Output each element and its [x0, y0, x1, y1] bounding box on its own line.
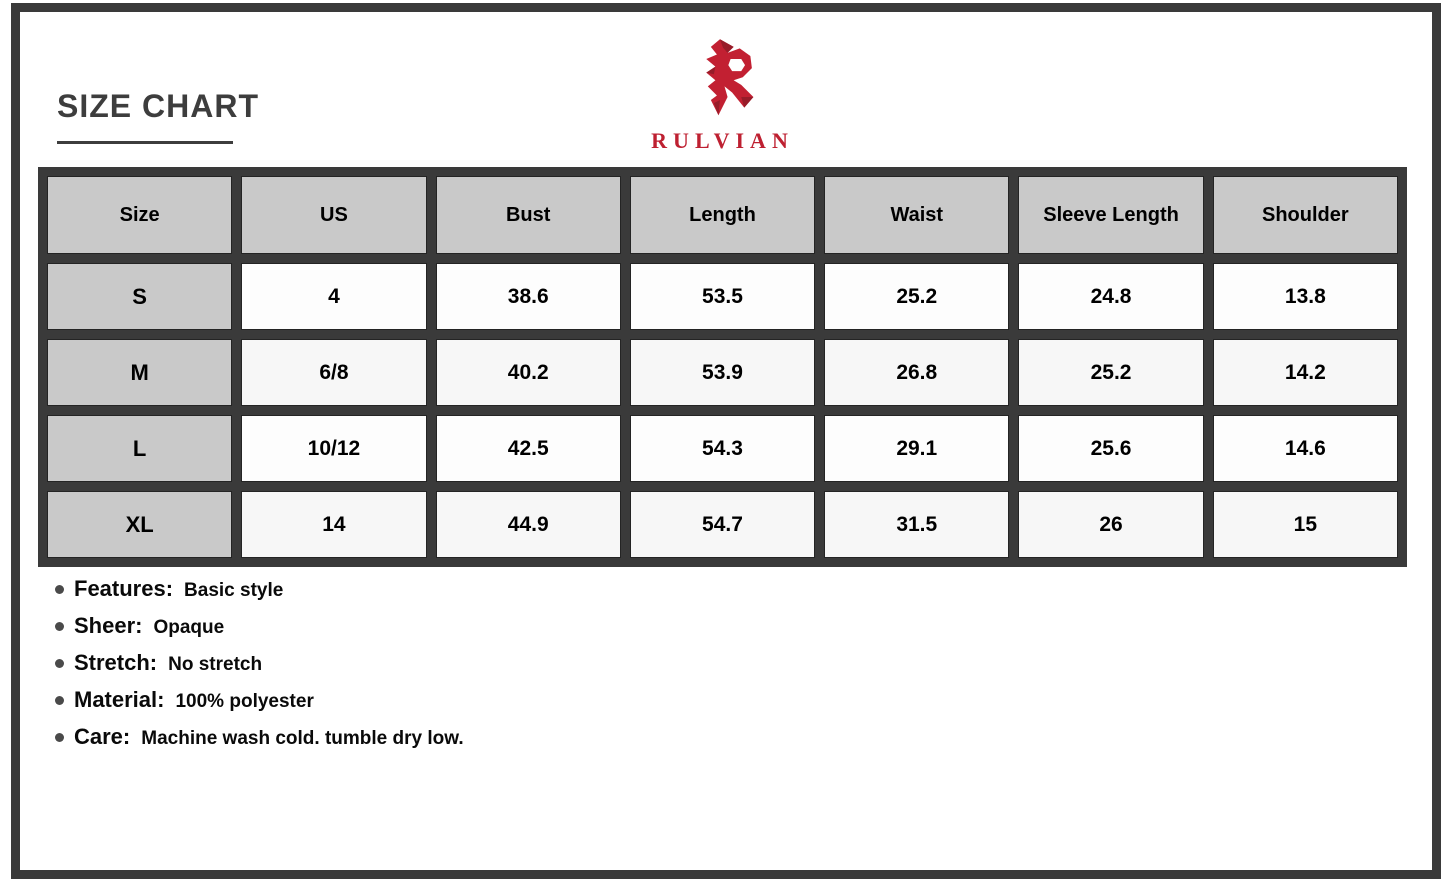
detail-value: Machine wash cold. tumble dry low.: [141, 728, 464, 749]
table-cell: 54.7: [629, 491, 816, 558]
table-cell: 42.5: [435, 415, 621, 482]
table-cell: 10/12: [241, 415, 427, 482]
brand-block: RULVIAN: [0, 32, 1445, 154]
detail-value: No stretch: [168, 654, 263, 675]
table-cell: 14: [241, 491, 427, 558]
size-chart-table: Size US Bust Length Waist Sleeve Length …: [38, 167, 1407, 567]
header-sleeve-length: Sleeve Length: [1018, 176, 1204, 254]
detail-label: Stretch:: [74, 650, 158, 675]
header-bust: Bust: [435, 176, 621, 254]
table-cell: 26.8: [824, 339, 1010, 406]
size-cell: L: [47, 415, 233, 482]
table-cell: 40.2: [435, 339, 621, 406]
table-cell: 14.2: [1212, 339, 1398, 406]
detail-label: Features:: [74, 576, 174, 601]
header-us: US: [241, 176, 427, 254]
bullet-icon: [55, 658, 64, 668]
product-details-list: Features: Basic style Sheer: Opaque Stre…: [55, 576, 464, 761]
table-row-s: S 4 38.6 53.5 25.2 24.8 13.8: [47, 263, 1398, 330]
detail-label: Material:: [74, 687, 165, 712]
list-item: Material: 100% polyester: [55, 687, 464, 713]
bullet-icon: [55, 695, 64, 705]
list-item: Sheer: Opaque: [55, 613, 464, 639]
table-cell: 6/8: [241, 339, 427, 406]
size-cell: M: [47, 339, 233, 406]
table-cell: 53.9: [629, 339, 816, 406]
table-cell: 25.6: [1018, 415, 1204, 482]
list-item: Stretch: No stretch: [55, 650, 464, 676]
bullet-icon: [55, 621, 64, 631]
page-title: SIZE CHART: [57, 88, 259, 124]
list-item: Features: Basic style: [55, 576, 464, 602]
list-item: Care: Machine wash cold. tumble dry low.: [55, 724, 464, 750]
table-row-m: M 6/8 40.2 53.9 26.8 25.2 14.2: [47, 339, 1398, 406]
table-cell: 44.9: [435, 491, 621, 558]
table-header-row: Size US Bust Length Waist Sleeve Length …: [47, 176, 1398, 254]
table-cell: 25.2: [824, 263, 1010, 330]
size-cell: S: [47, 263, 233, 330]
table-cell: 26: [1018, 491, 1204, 558]
table-cell: 25.2: [1018, 339, 1204, 406]
bullet-icon: [55, 584, 64, 594]
header-shoulder: Shoulder: [1212, 176, 1398, 254]
table-cell: 38.6: [435, 263, 621, 330]
table-cell: 29.1: [824, 415, 1010, 482]
size-cell: XL: [47, 491, 233, 558]
header-length: Length: [629, 176, 816, 254]
table-cell: 31.5: [824, 491, 1010, 558]
brand-logo-icon: [705, 39, 753, 116]
detail-value: 100% polyester: [175, 691, 314, 712]
table-cell: 54.3: [629, 415, 816, 482]
table-row-xl: XL 14 44.9 54.7 31.5 26 15: [47, 491, 1398, 558]
detail-label: Care:: [74, 724, 131, 749]
bullet-icon: [55, 732, 64, 742]
table-row-l: L 10/12 42.5 54.3 29.1 25.6 14.6: [47, 415, 1398, 482]
table-cell: 13.8: [1212, 263, 1398, 330]
brand-wordmark: RULVIAN: [651, 128, 794, 153]
title-underline: [57, 141, 233, 144]
detail-value: Opaque: [153, 617, 225, 638]
table-cell: 4: [241, 263, 427, 330]
table-cell: 24.8: [1018, 263, 1204, 330]
table-cell: 53.5: [629, 263, 816, 330]
table-cell: 15: [1212, 491, 1398, 558]
detail-value: Basic style: [184, 580, 284, 601]
header-size: Size: [47, 176, 233, 254]
detail-label: Sheer:: [74, 613, 143, 638]
header-waist: Waist: [824, 176, 1010, 254]
table-cell: 14.6: [1212, 415, 1398, 482]
